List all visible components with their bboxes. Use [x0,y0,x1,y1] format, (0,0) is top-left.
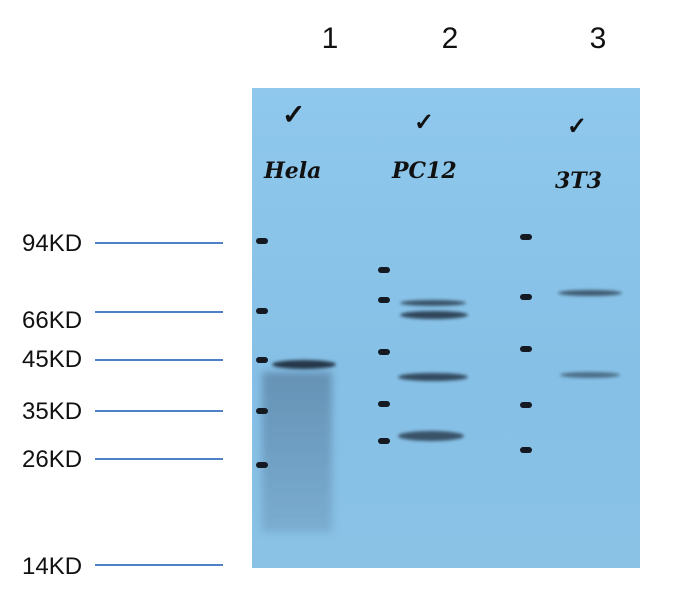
protein-band [400,300,466,306]
protein-band [398,431,464,441]
ladder-dot [520,346,532,352]
protein-band [558,290,622,296]
ladder-dot [378,349,390,355]
lane-label-hela: Hela [264,158,322,184]
ladder-dot [378,267,390,273]
ladder-dot [256,238,268,244]
ladder-dot [256,357,268,363]
check-mark-icon: ✓ [567,113,588,140]
ladder-dot [256,462,268,468]
protein-band [272,360,336,369]
check-mark-icon: ✓ [282,99,306,130]
marker-line-66 [95,311,223,313]
ladder-dot [378,401,390,407]
lane-label-pc12: PC12 [392,158,457,184]
ladder-dot [378,438,390,444]
marker-line-14 [95,564,223,566]
ladder-dot [520,294,532,300]
lane1-smear [262,372,332,532]
marker-label-45: 45KD [22,346,83,373]
marker-line-26 [95,458,223,460]
protein-band [398,373,468,381]
ladder-dot [378,297,390,303]
lane-number-2: 2 [441,22,459,55]
lane-label-3t3: 3T3 [555,168,602,194]
marker-label-66: 66KD [22,307,83,334]
ladder-dot [520,234,532,240]
lane-number-3: 3 [589,22,607,55]
lane-number-1: 1 [321,22,339,55]
marker-label-14: 14KD [22,553,83,580]
marker-label-35: 35KD [22,398,83,425]
protein-band [400,311,468,319]
ladder-dot [256,408,268,414]
marker-label-94: 94KD [22,230,83,257]
ladder-dot [520,402,532,408]
marker-line-45 [95,359,223,361]
blot-membrane [252,88,640,568]
marker-line-35 [95,410,223,412]
check-mark-icon: ✓ [414,109,435,136]
protein-band [560,372,620,378]
ladder-dot [256,308,268,314]
marker-label-26: 26KD [22,446,83,473]
marker-line-94 [95,242,223,244]
ladder-dot [520,447,532,453]
